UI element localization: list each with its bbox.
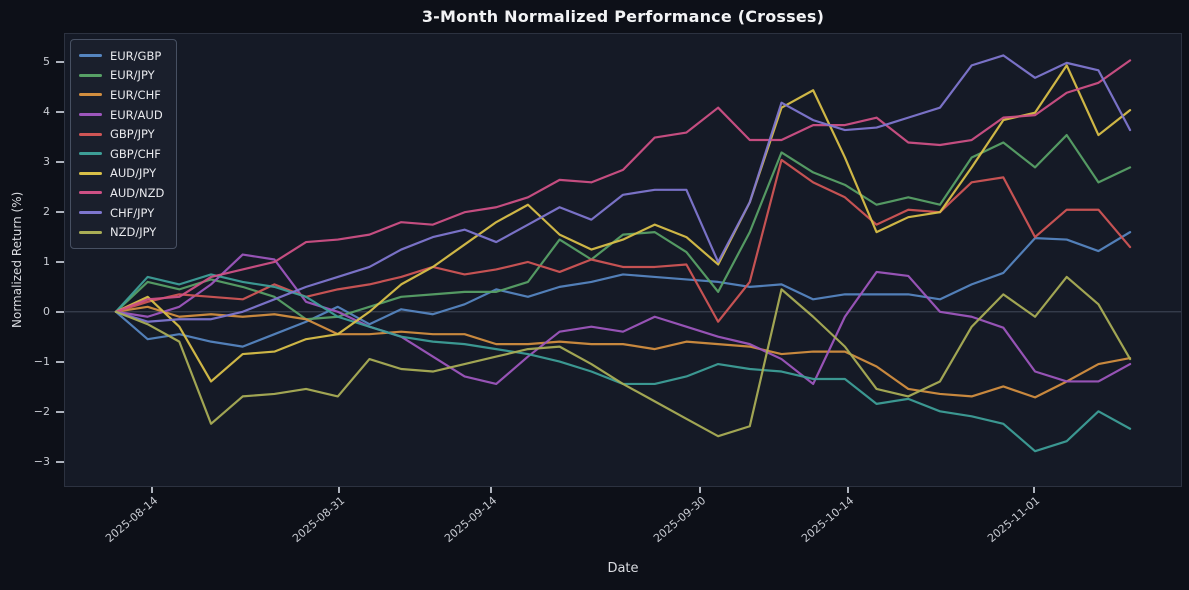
y-tick-mark [56,111,64,113]
legend-swatch [79,93,102,97]
series-line-eur-jpy [114,133,1132,321]
series-line-eur-aud [114,253,1132,386]
legend-label: NZD/JPY [110,225,157,240]
x-axis-label: Date [607,561,639,576]
y-tick-mark [56,211,64,213]
y-tick-label: 3 [43,155,50,168]
legend-item-nzd-jpy: NZD/JPY [79,222,164,242]
legend-swatch [79,73,102,77]
x-tick-mark [151,487,154,493]
y-tick-mark [56,311,64,313]
legend-label: GBP/JPY [110,127,155,142]
x-tick-mark [1033,487,1036,493]
series-line-aud-jpy [114,64,1132,383]
legend-swatch [79,211,102,215]
series-line-eur-gbp [114,231,1132,348]
legend-item-aud-nzd: AUD/NZD [79,183,164,203]
plot-svg [65,54,1181,453]
y-tick-label: −3 [33,455,50,468]
legend: EUR/GBP EUR/JPY EUR/CHF EUR/AUD GBP/JPY GBP/C… [70,39,178,249]
y-tick-mark [56,411,64,413]
series-line-nzd-jpy [114,275,1132,438]
y-tick-label: −2 [33,405,50,418]
legend-label: AUD/JPY [110,166,157,181]
y-tick-label: 4 [43,105,50,118]
legend-swatch [79,54,102,58]
legend-swatch [79,230,102,234]
legend-swatch [79,113,102,117]
y-tick-label: 1 [43,255,50,268]
y-tick-mark [56,61,64,63]
plot-area: EUR/GBP EUR/JPY EUR/CHF EUR/AUD GBP/JPY GBP/C… [64,33,1182,487]
legend-item-gbp-jpy: GBP/JPY [79,124,164,144]
chart-title: 3-Month Normalized Performance (Crosses) [421,7,825,26]
y-tick-mark [56,461,64,463]
legend-item-eur-gbp: EUR/GBP [79,46,164,66]
y-tick-mark [56,161,64,163]
legend-label: AUD/NZD [110,185,165,200]
legend-label: EUR/CHF [110,87,161,102]
legend-label: EUR/AUD [110,107,163,122]
series-line-gbp-jpy [114,158,1132,323]
series-line-aud-nzd [114,59,1132,313]
y-tick-label: 5 [43,55,50,68]
legend-label: EUR/JPY [110,68,155,83]
x-tick-mark [490,487,493,493]
y-tick-mark [56,361,64,363]
y-tick-label: 0 [43,305,50,318]
legend-item-eur-chf: EUR/CHF [79,85,164,105]
legend-swatch [79,171,102,175]
y-tick-label: 2 [43,205,50,218]
legend-item-gbp-chf: GBP/CHF [79,144,164,164]
series-line-eur-chf [114,305,1132,399]
legend-swatch [79,191,102,195]
legend-item-eur-jpy: EUR/JPY [79,66,164,86]
legend-swatch [79,132,102,136]
x-tick-mark [846,487,849,493]
legend-swatch [79,152,102,156]
x-tick-mark [699,487,702,493]
legend-label: EUR/GBP [110,48,162,63]
y-tick-label: −1 [33,355,50,368]
legend-item-eur-aud: EUR/AUD [79,105,164,125]
legend-item-aud-jpy: AUD/JPY [79,164,164,184]
legend-label: CHF/JPY [110,205,155,220]
legend-item-chf-jpy: CHF/JPY [79,203,164,223]
series-line-chf-jpy [114,54,1132,323]
x-tick-mark [338,487,341,493]
legend-label: GBP/CHF [110,146,161,161]
y-tick-mark [56,261,64,263]
